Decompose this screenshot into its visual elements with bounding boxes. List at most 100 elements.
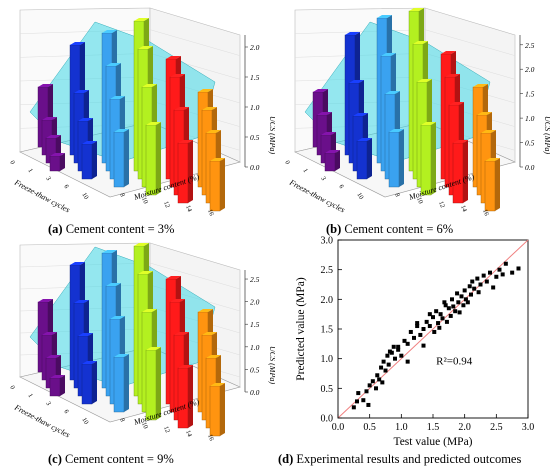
data-point: [478, 282, 483, 287]
ucs-bar-top: [325, 150, 340, 153]
ucs-bar: [81, 143, 93, 180]
caption-d: (d) Experimental results and predicted o…: [278, 452, 521, 467]
x-tick-label: 14: [184, 429, 193, 438]
grid-line: [149, 29, 241, 56]
data-point: [427, 312, 432, 317]
ucs-bar-top: [170, 74, 185, 77]
ucs-bar-top: [421, 122, 436, 125]
data-point: [356, 391, 361, 396]
caption-d-text: Experimental results and predicted outco…: [293, 452, 522, 466]
z-axis-label: UCS (MPa): [268, 346, 275, 384]
ucs-bar-side: [60, 375, 65, 396]
ucs-bar-top: [413, 41, 428, 44]
y-tick-label: 1.5: [321, 325, 334, 336]
x-tick-label: 10: [140, 421, 149, 430]
ucs-bar-top: [202, 107, 217, 110]
data-point: [500, 272, 505, 277]
x-tick-label: 8: [393, 192, 401, 197]
data-point: [367, 383, 372, 388]
data-point: [387, 349, 392, 354]
data-point: [457, 310, 462, 315]
ucs-bar-top: [313, 89, 328, 92]
ucs-bar-top: [146, 347, 161, 350]
ucs-bar-top: [409, 8, 424, 11]
caption-b-letter: (b): [326, 222, 342, 236]
ucs-bar-top: [198, 309, 213, 312]
ucs-bar-side: [367, 138, 372, 179]
ucs-bar-side: [463, 140, 468, 203]
x-tick-label: 16: [206, 433, 215, 442]
ucs-bar: [452, 142, 464, 204]
ucs-bar-top: [377, 15, 392, 18]
ucs-bar-top: [46, 355, 61, 358]
data-point: [405, 359, 410, 364]
y-tick-label: 3: [44, 176, 52, 182]
x-tick-label: 3.0: [522, 422, 535, 433]
data-point: [396, 344, 401, 349]
data-point: [440, 316, 445, 321]
data-point: [451, 304, 456, 309]
ucs-bar: [81, 363, 93, 405]
y-tick-label: 2.0: [321, 295, 334, 306]
data-point: [399, 353, 404, 358]
data-point: [377, 377, 382, 382]
caption-d-letter: (d): [278, 452, 294, 466]
ucs-bar-top: [142, 309, 157, 312]
ucs-bar-top: [202, 332, 217, 335]
ucs-bar-side: [188, 365, 193, 428]
ucs-bar-top: [170, 299, 185, 302]
ucs-bar-top: [477, 112, 492, 115]
caption-c-letter: (c): [48, 452, 62, 466]
ucs-bar: [420, 124, 432, 196]
ucs-bar: [145, 349, 157, 421]
data-point: [351, 405, 356, 410]
ucs-bar-top: [349, 80, 364, 83]
x-tick-label: 8: [118, 417, 126, 422]
data-point: [450, 297, 454, 302]
data-point: [438, 312, 443, 317]
x-tick-label: 16: [206, 208, 215, 217]
data-point: [421, 327, 426, 331]
ucs-bar-top: [42, 332, 57, 335]
z-tick-label: 0.0: [525, 163, 535, 172]
ucs-bar: [49, 155, 61, 172]
data-point: [364, 389, 369, 394]
data-point: [491, 285, 496, 290]
data-point: [461, 303, 466, 308]
data-point: [381, 359, 386, 364]
ucs-bar-top: [106, 63, 121, 66]
data-point: [476, 290, 481, 295]
y-tick-label: 6: [62, 409, 70, 416]
ucs-bar-top: [178, 365, 193, 368]
ucs-bar-top: [134, 243, 149, 246]
data-point: [421, 343, 426, 348]
data-point: [456, 300, 461, 305]
ucs-bar: [388, 131, 400, 188]
grid-line: [294, 29, 426, 34]
data-point: [510, 270, 515, 275]
data-point: [396, 347, 401, 352]
ucs-bar-top: [114, 129, 129, 132]
ucs-bar-top: [321, 132, 336, 135]
x-tick-label: 12: [437, 200, 446, 209]
x-tick-label: 14: [184, 204, 193, 213]
data-point: [448, 313, 453, 318]
y-axis-label: Predicted value (MPa): [295, 277, 307, 381]
ucs-bar-top: [345, 32, 360, 35]
y-tick-label: 3: [319, 176, 327, 182]
data-point: [462, 288, 467, 293]
data-point: [497, 267, 502, 272]
data-point: [453, 309, 458, 314]
ucs-bar-side: [188, 140, 193, 203]
data-point: [436, 321, 441, 326]
ucs-bar-top: [453, 140, 468, 143]
data-point: [443, 303, 448, 308]
ucs-bar-side: [335, 150, 340, 171]
ucs-bar-top: [110, 316, 125, 319]
ucs-bar-top: [46, 135, 61, 138]
z-tick-label: 1.0: [525, 114, 535, 123]
ucs-bar-side: [495, 158, 500, 211]
ucs-bar-top: [210, 158, 225, 161]
y-tick-label: 10: [80, 417, 89, 426]
